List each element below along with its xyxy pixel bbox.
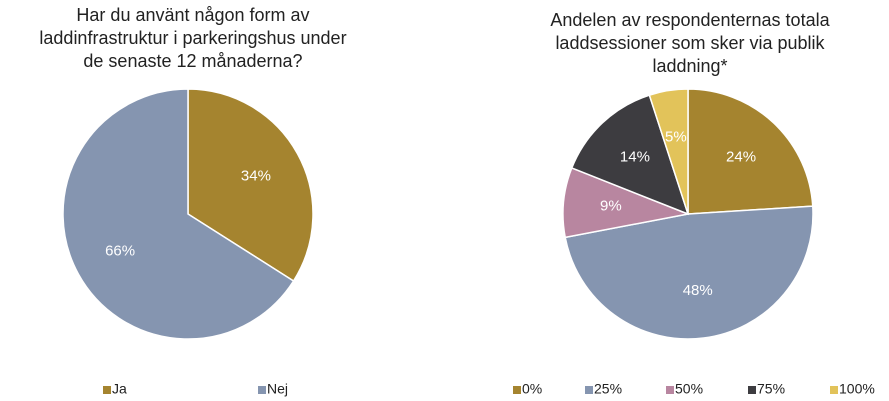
data-label: 14% <box>620 148 650 165</box>
legend-label: 0% <box>522 381 542 397</box>
pie-slice <box>62 88 295 340</box>
legend-label: 100% <box>839 381 875 397</box>
data-label: 5% <box>665 128 687 145</box>
legend-marker <box>258 386 266 394</box>
data-label: 66% <box>105 242 135 259</box>
pie-slice <box>564 205 814 340</box>
data-label: 48% <box>683 282 713 299</box>
legend-marker <box>748 386 756 394</box>
pie-slice <box>648 88 689 215</box>
data-label: 24% <box>726 148 756 165</box>
chart-title: Har du använt någon form av <box>76 5 309 25</box>
legend-marker <box>103 386 111 394</box>
legend-marker <box>830 386 838 394</box>
legend-label: 75% <box>757 381 785 397</box>
legend-label: Ja <box>112 381 127 397</box>
legend-label: 50% <box>675 381 703 397</box>
legend-label: Nej <box>267 381 288 397</box>
legend-marker <box>513 386 521 394</box>
legend-label: 25% <box>594 381 622 397</box>
chart-title: laddinfrastruktur i parkeringshus under <box>39 28 346 48</box>
chart-title: de senaste 12 månaderna? <box>83 51 302 71</box>
chart-title: laddsessioner som sker via publik <box>555 33 825 53</box>
data-label: 34% <box>241 168 271 185</box>
pie-slice <box>687 88 814 215</box>
legend-marker <box>666 386 674 394</box>
chart-title: laddning* <box>652 56 727 76</box>
legend-marker <box>585 386 593 394</box>
chart-title: Andelen av respondenternas totala <box>550 10 830 30</box>
data-label: 9% <box>600 198 622 215</box>
